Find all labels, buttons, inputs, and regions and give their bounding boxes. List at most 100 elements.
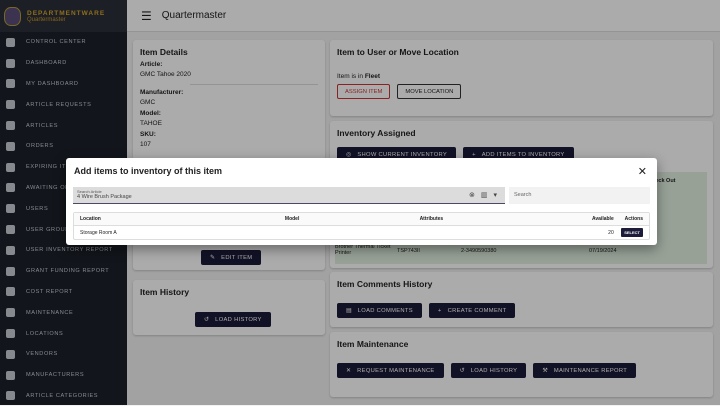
- plus-icon: +: [437, 307, 442, 314]
- button-label: LOAD HISTORY: [215, 316, 262, 323]
- sidebar-item-label: MAINTENANCE: [26, 309, 74, 316]
- sidebar-item-label: GRANT FUNDING REPORT: [26, 268, 110, 275]
- sidebar-item[interactable]: MANUFACTURERS: [0, 365, 127, 386]
- nav-icon: [6, 329, 15, 339]
- comments-card: Item Comments History ▤ LOAD COMMENTS + CR…: [330, 272, 713, 327]
- card-title: Item Comments History: [337, 279, 433, 289]
- create-comment-button[interactable]: + CREATE COMMENT: [428, 303, 516, 318]
- sidebar-item[interactable]: ARTICLE REQUESTS: [0, 94, 127, 115]
- column-header: Check Out: [648, 178, 676, 184]
- sidebar-item[interactable]: LOCATIONS: [0, 323, 127, 344]
- menu-icon[interactable]: ☰: [141, 8, 152, 23]
- assign-item-button[interactable]: ASSIGN ITEM: [337, 84, 391, 99]
- move-location-button[interactable]: MOVE LOCATION: [397, 84, 462, 99]
- sidebar-item-label: ARTICLE REQUESTS: [26, 101, 92, 108]
- request-maintenance-button[interactable]: ✕ REQUEST MAINTENANCE: [337, 363, 444, 378]
- load-comments-button[interactable]: ▤ LOAD COMMENTS: [337, 303, 422, 318]
- sidebar-item-label: MY DASHBOARD: [26, 80, 79, 87]
- button-label: CREATE COMMENT: [447, 307, 507, 314]
- button-label: REQUEST MAINTENANCE: [357, 367, 435, 374]
- maintenance-card: Item Maintenance ✕ REQUEST MAINTENANCE ↺ L…: [330, 332, 713, 397]
- cell-name: Brother Thermal Ticket Printer: [335, 244, 391, 256]
- edit-icon: ✎: [210, 254, 216, 261]
- nav-icon: [6, 245, 15, 255]
- sidebar-item-label: ORDERS: [26, 143, 54, 150]
- status-location: Fleet: [364, 73, 380, 80]
- button-label: ADD ITEMS TO INVENTORY: [481, 151, 565, 158]
- button-label: LOAD COMMENTS: [357, 307, 413, 314]
- sidebar-item[interactable]: USER INVENTORY REPORT: [0, 240, 127, 261]
- sidebar-item-label: CONTROL CENTER: [26, 39, 87, 46]
- sidebar-item-label: LOCATIONS: [26, 330, 64, 337]
- model-value: TAHOE: [140, 120, 162, 127]
- edit-item-button[interactable]: ✎ EDIT ITEM: [201, 250, 262, 265]
- load-maintenance-history-button[interactable]: ↺ LOAD HISTORY: [450, 363, 527, 378]
- sidebar-item-label: AWAITING OFFICER: [26, 184, 89, 191]
- label: Manufacturer:: [140, 89, 184, 96]
- label: Article:: [140, 61, 163, 68]
- brand-subtitle: Quartermaster: [27, 16, 66, 23]
- column-header: Model: [284, 216, 300, 222]
- card-title: Item Details: [140, 47, 188, 57]
- column-header: Available: [591, 216, 614, 222]
- sidebar-item[interactable]: ORDERS: [0, 136, 127, 157]
- sidebar-item[interactable]: VENDORS: [0, 344, 127, 365]
- sidebar-item[interactable]: CONTROL CENTER: [0, 32, 127, 53]
- sidebar-item[interactable]: ARTICLES: [0, 115, 127, 136]
- sidebar-item-label: USERS: [26, 205, 49, 212]
- card-title: Item History: [140, 287, 190, 297]
- sidebar-item[interactable]: MY DASHBOARD: [0, 74, 127, 95]
- close-icon[interactable]: ✕: [637, 166, 647, 178]
- table-header: Location Model Attributes Available Actions: [74, 213, 649, 226]
- page-title: Quartermaster: [161, 10, 227, 21]
- manufacturer-value: GMC: [140, 99, 156, 106]
- column-header: Attributes: [419, 216, 444, 222]
- load-history-button[interactable]: ↺ LOAD HISTORY: [195, 312, 271, 327]
- maintenance-report-button[interactable]: ⚒ MAINTENANCE REPORT: [533, 363, 637, 378]
- history-icon: ↺: [459, 367, 465, 374]
- table-row: Storage Room A 20 SELECT: [74, 226, 649, 239]
- column-header: Actions: [624, 216, 643, 222]
- sidebar-nav: CONTROL CENTER DASHBOARD MY DASHBOARD ARTIC…: [0, 32, 127, 406]
- top-bar: ☰ Quartermaster: [127, 0, 720, 32]
- sidebar-item[interactable]: COST REPORT: [0, 282, 127, 303]
- search-input[interactable]: Search: [509, 187, 650, 204]
- cell-model: TSP743II: [397, 248, 420, 254]
- nav-icon: [6, 349, 15, 359]
- sidebar-item[interactable]: AWAITING OFFICER: [0, 178, 127, 199]
- sidebar-item[interactable]: MAINTENANCE: [0, 302, 127, 323]
- brand-title: DEPARTMENTWARE: [27, 9, 106, 17]
- comments-icon: ▤: [346, 307, 352, 314]
- sidebar-item[interactable]: EXPIRING ITEMS: [0, 157, 127, 178]
- sidebar-item[interactable]: USER GROUPS: [0, 219, 127, 240]
- history-icon: ↺: [204, 316, 210, 323]
- sidebar-item[interactable]: ARTICLE CATEGORIES: [0, 386, 127, 406]
- report-icon: ⚒: [542, 367, 548, 374]
- button-label: SHOW CURRENT INVENTORY: [357, 151, 448, 158]
- location-status: Item is in Fleet: [337, 73, 706, 80]
- article-value: GMC Tahoe 2020: [140, 71, 191, 78]
- cell-date: 07/19/2024: [589, 248, 617, 254]
- button-label: LOAD HISTORY: [470, 367, 518, 374]
- card-title: Item Maintenance: [337, 339, 409, 349]
- chevron-down-icon[interactable]: ▾: [493, 192, 497, 199]
- nav-icon: [6, 287, 15, 297]
- plus-icon: +: [472, 151, 476, 158]
- sidebar-item[interactable]: USERS: [0, 198, 127, 219]
- brand: DEPARTMENTWARE Quartermaster: [0, 0, 127, 32]
- sidebar-item[interactable]: DASHBOARD: [0, 53, 127, 74]
- button-label: EDIT ITEM: [221, 254, 253, 261]
- nav-icon: [6, 162, 15, 172]
- field-value: 4 Wire Brush Package: [77, 194, 132, 200]
- barcode-icon[interactable]: ▥: [480, 192, 488, 199]
- clear-icon[interactable]: ⊗: [468, 192, 475, 199]
- sidebar-item-label: USER GROUPS: [26, 226, 74, 233]
- nav-icon: [6, 391, 15, 401]
- search-article-field[interactable]: Search Article 4 Wire Brush Package ⊗ ▥ ▾: [73, 187, 505, 204]
- results-table: Location Model Attributes Available Actions …: [73, 212, 650, 240]
- sidebar-item[interactable]: GRANT FUNDING REPORT: [0, 261, 127, 282]
- badge-logo: [4, 6, 21, 26]
- select-button[interactable]: SELECT: [621, 227, 643, 237]
- nav-icon: [6, 225, 15, 235]
- item-history-card: Item History ↺ LOAD HISTORY: [133, 280, 325, 335]
